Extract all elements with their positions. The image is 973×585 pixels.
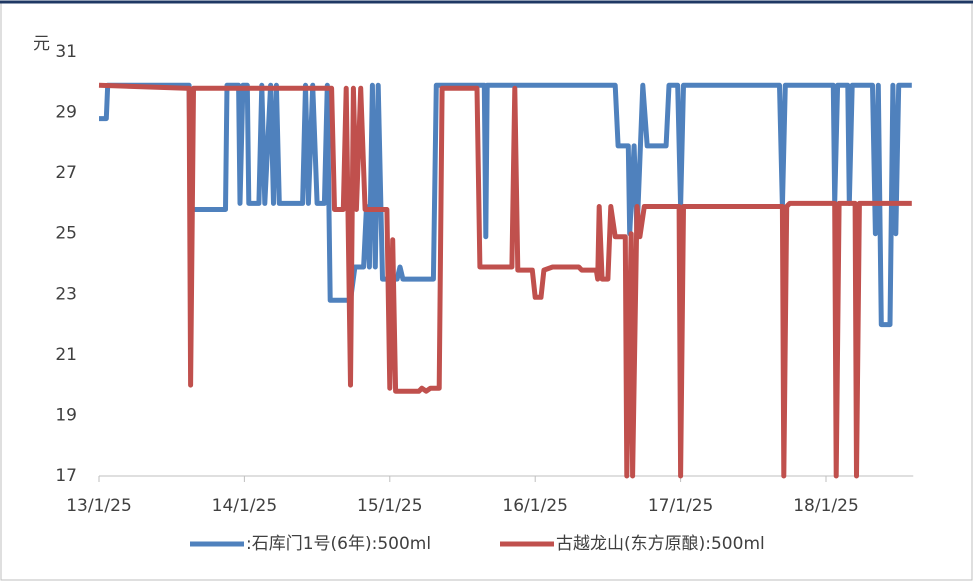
x-tick-label: 15/1/25 <box>357 496 423 516</box>
y-tick-label: 31 <box>55 42 77 62</box>
y-tick-label: 29 <box>55 103 77 123</box>
x-tick-label: 16/1/25 <box>502 496 568 516</box>
x-tick-label: 14/1/25 <box>212 496 278 516</box>
x-tick-label: 17/1/25 <box>648 496 714 516</box>
legend-label: :石库门1号(6年):500ml <box>246 534 431 554</box>
y-tick-label: 23 <box>55 284 77 304</box>
y-tick-label: 19 <box>55 405 77 425</box>
y-tick-label: 21 <box>55 345 77 365</box>
y-axis-label: 元 <box>33 34 50 54</box>
x-tick-label: 13/1/25 <box>66 496 132 516</box>
line-series <box>99 82 912 328</box>
x-tick-label: 18/1/25 <box>793 496 859 516</box>
y-tick-label: 25 <box>55 224 77 244</box>
y-tick-label: 27 <box>55 163 77 183</box>
legend-label: 古越龙山(东方原酿):500ml <box>556 534 765 554</box>
y-tick-label: 17 <box>55 466 77 486</box>
line-series <box>98 82 912 479</box>
